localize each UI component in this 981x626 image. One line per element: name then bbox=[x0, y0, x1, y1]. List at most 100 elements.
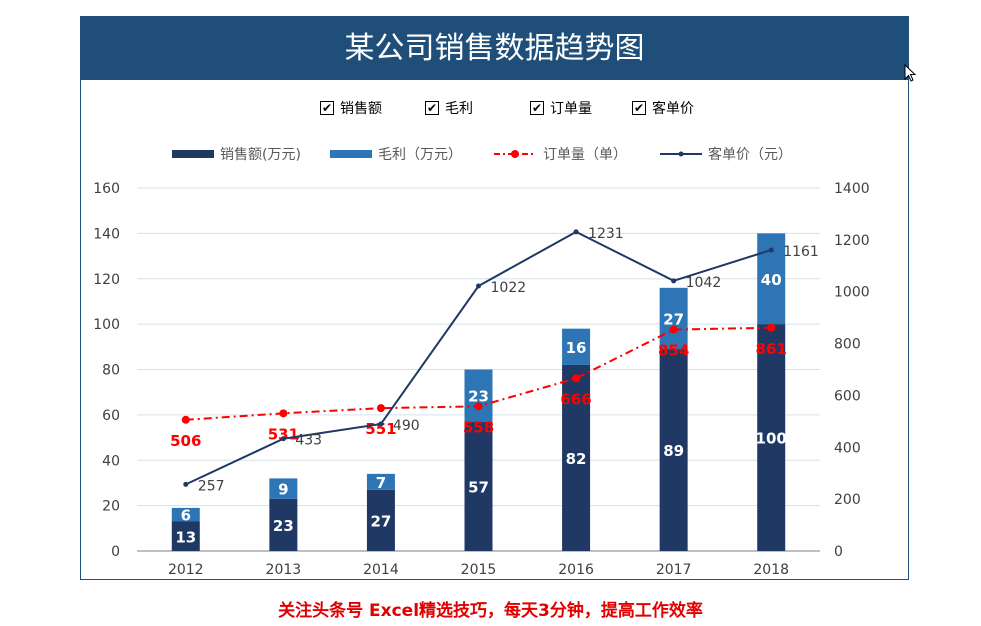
bar-sales bbox=[659, 349, 688, 551]
legend-marker-orders bbox=[511, 150, 519, 158]
y2-tick-label: 0 bbox=[834, 544, 843, 560]
avg-price-point bbox=[573, 229, 579, 235]
bar-sales bbox=[366, 489, 395, 551]
checkbox-sales[interactable]: ✔ 销售额 bbox=[320, 97, 382, 119]
checkbox-profit[interactable]: ✔ 毛利 bbox=[425, 97, 473, 119]
bar-sales bbox=[757, 324, 786, 551]
y-tick-label: 20 bbox=[102, 499, 120, 515]
avg-price-point bbox=[476, 283, 481, 289]
y2-tick-label: 1200 bbox=[834, 233, 870, 249]
y2-tick-label: 1000 bbox=[834, 285, 870, 301]
avg-price-point bbox=[183, 481, 189, 487]
bar-sales-value-label: 100 bbox=[756, 430, 787, 448]
bar-profit-value-label: 27 bbox=[663, 310, 684, 328]
bar-profit-value-label: 6 bbox=[181, 507, 191, 525]
orders-point bbox=[474, 402, 483, 411]
legend-label-profit: 毛利（万元） bbox=[378, 147, 462, 163]
checkbox-orders[interactable]: ✔ 订单量 bbox=[530, 97, 592, 119]
x-tick-label: 2017 bbox=[656, 562, 692, 578]
y2-tick-label: 800 bbox=[834, 337, 861, 353]
bar-sales-value-label: 89 bbox=[663, 442, 684, 460]
orders-value-label: 666 bbox=[560, 390, 591, 408]
y-tick-label: 140 bbox=[93, 226, 120, 242]
bar-profit bbox=[659, 287, 688, 350]
orders-value-label: 861 bbox=[756, 340, 787, 358]
avg-price-value-label: 1231 bbox=[588, 226, 624, 242]
bar-profit-value-label: 23 bbox=[468, 388, 489, 406]
orders-point bbox=[279, 409, 288, 418]
orders-value-label: 558 bbox=[463, 418, 494, 436]
bar-sales-value-label: 27 bbox=[370, 512, 391, 530]
avg-price-point bbox=[280, 436, 286, 442]
bar-sales-value-label: 23 bbox=[273, 517, 294, 535]
avg-price-point bbox=[671, 278, 677, 284]
bar-profit bbox=[562, 328, 591, 365]
checkbox-avg-price[interactable]: ✔ 客单价 bbox=[632, 97, 694, 119]
bar-sales-value-label: 82 bbox=[566, 450, 587, 468]
legend-marker-avg-price bbox=[678, 151, 684, 157]
checkbox-avg-price-label: 客单价 bbox=[652, 101, 694, 117]
chart-title: 某公司销售数据趋势图 bbox=[81, 17, 908, 80]
x-tick-label: 2015 bbox=[461, 562, 497, 578]
avg-price-point bbox=[768, 247, 774, 253]
legend-label-orders: 订单量（单） bbox=[543, 147, 627, 163]
y2-tick-label: 200 bbox=[834, 492, 861, 508]
checkbox-orders-box[interactable]: ✔ bbox=[530, 101, 544, 115]
series-checkbox-bar: ✔ 销售额 ✔ 毛利 ✔ 订单量 ✔ 客单价 bbox=[81, 97, 908, 121]
legend-label-sales: 销售额(万元) bbox=[220, 147, 301, 163]
legend-swatch-profit bbox=[330, 150, 372, 158]
y-tick-label: 100 bbox=[93, 317, 120, 333]
bar-sales bbox=[562, 364, 591, 551]
orders-value-label: 854 bbox=[658, 342, 689, 360]
bar-sales bbox=[171, 521, 200, 551]
bar-profit-value-label: 16 bbox=[566, 339, 587, 357]
avg-price-value-label: 1042 bbox=[686, 275, 722, 291]
footer-note: 关注头条号 Excel精选技巧，每天3分钟，提高工作效率 bbox=[278, 601, 703, 621]
y-tick-label: 0 bbox=[111, 544, 120, 560]
orders-point bbox=[767, 323, 776, 332]
x-tick-label: 2018 bbox=[753, 562, 789, 578]
legend-label-avg-price: 客单价（元） bbox=[708, 146, 792, 163]
y2-tick-label: 1400 bbox=[834, 181, 870, 197]
avg-price-value-label: 490 bbox=[393, 418, 420, 434]
checkbox-orders-label: 订单量 bbox=[550, 101, 592, 117]
bar-profit bbox=[171, 507, 200, 522]
avg-price-point bbox=[378, 421, 384, 427]
orders-point bbox=[376, 404, 385, 413]
bar-profit-value-label: 40 bbox=[761, 271, 782, 289]
bar-sales-value-label: 13 bbox=[175, 528, 196, 546]
y-tick-label: 80 bbox=[102, 363, 120, 379]
bar-sales-value-label: 57 bbox=[468, 478, 489, 496]
checkbox-profit-box[interactable]: ✔ bbox=[425, 101, 439, 115]
x-tick-label: 2012 bbox=[168, 562, 204, 578]
orders-point bbox=[669, 325, 678, 334]
bar-profit bbox=[366, 473, 395, 490]
bar-sales bbox=[464, 421, 493, 551]
bar-sales bbox=[269, 498, 298, 551]
bar-profit bbox=[269, 478, 298, 499]
avg-price-value-label: 1161 bbox=[783, 244, 819, 260]
avg-price-value-label: 433 bbox=[295, 433, 322, 449]
orders-point bbox=[572, 374, 581, 383]
checkbox-profit-label: 毛利 bbox=[445, 101, 473, 117]
checkbox-avg-price-box[interactable]: ✔ bbox=[632, 101, 646, 115]
y-tick-label: 120 bbox=[93, 272, 120, 288]
y-tick-label: 160 bbox=[93, 181, 120, 197]
checkbox-sales-label: 销售额 bbox=[340, 101, 382, 117]
orders-point bbox=[181, 415, 190, 424]
x-tick-label: 2014 bbox=[363, 562, 399, 578]
orders-value-label: 506 bbox=[170, 432, 201, 450]
y2-tick-label: 400 bbox=[834, 440, 861, 456]
bar-profit-value-label: 9 bbox=[278, 481, 288, 499]
bar-profit bbox=[464, 369, 493, 422]
y-tick-label: 60 bbox=[102, 408, 120, 424]
avg-price-value-label: 1022 bbox=[491, 280, 527, 296]
x-tick-label: 2013 bbox=[266, 562, 302, 578]
bar-profit-value-label: 7 bbox=[376, 474, 386, 492]
avg-price-value-label: 257 bbox=[198, 478, 225, 494]
y2-tick-label: 600 bbox=[834, 388, 861, 404]
legend-swatch-sales bbox=[172, 150, 214, 158]
x-tick-label: 2016 bbox=[558, 562, 594, 578]
checkbox-sales-box[interactable]: ✔ bbox=[320, 101, 334, 115]
